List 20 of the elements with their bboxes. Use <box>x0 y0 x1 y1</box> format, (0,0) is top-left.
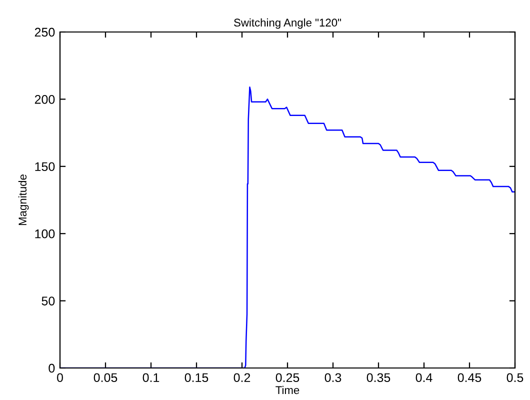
y-tick-label: 250 <box>34 28 55 37</box>
y-axis-title: Magnitude <box>18 174 29 226</box>
x-tick-label: 0 <box>57 373 63 382</box>
x-tick-label: 0.25 <box>276 373 300 382</box>
y-tick-label: 100 <box>35 229 55 238</box>
chart-title: Switching Angle "120" <box>234 18 342 29</box>
y-tick-label: 150 <box>35 162 55 172</box>
y-tick-label: 50 <box>42 296 55 306</box>
x-tick-label: 0.2 <box>234 373 250 382</box>
y-tick-label: 0 <box>48 364 55 373</box>
x-axis-title: Time <box>276 386 300 394</box>
x-tick-label: 0.3 <box>324 373 342 382</box>
x-tick-label: 0.05 <box>94 373 118 382</box>
x-tick-label: 0.15 <box>184 373 208 382</box>
x-tick-label: 0.1 <box>142 373 160 382</box>
x-tick-label: 0.35 <box>366 373 390 382</box>
x-tick-label: 0.45 <box>458 373 482 382</box>
y-tick-label: 200 <box>34 95 55 104</box>
x-tick-label: 0.4 <box>416 373 432 382</box>
x-tick-label: 0.5 <box>506 373 524 382</box>
